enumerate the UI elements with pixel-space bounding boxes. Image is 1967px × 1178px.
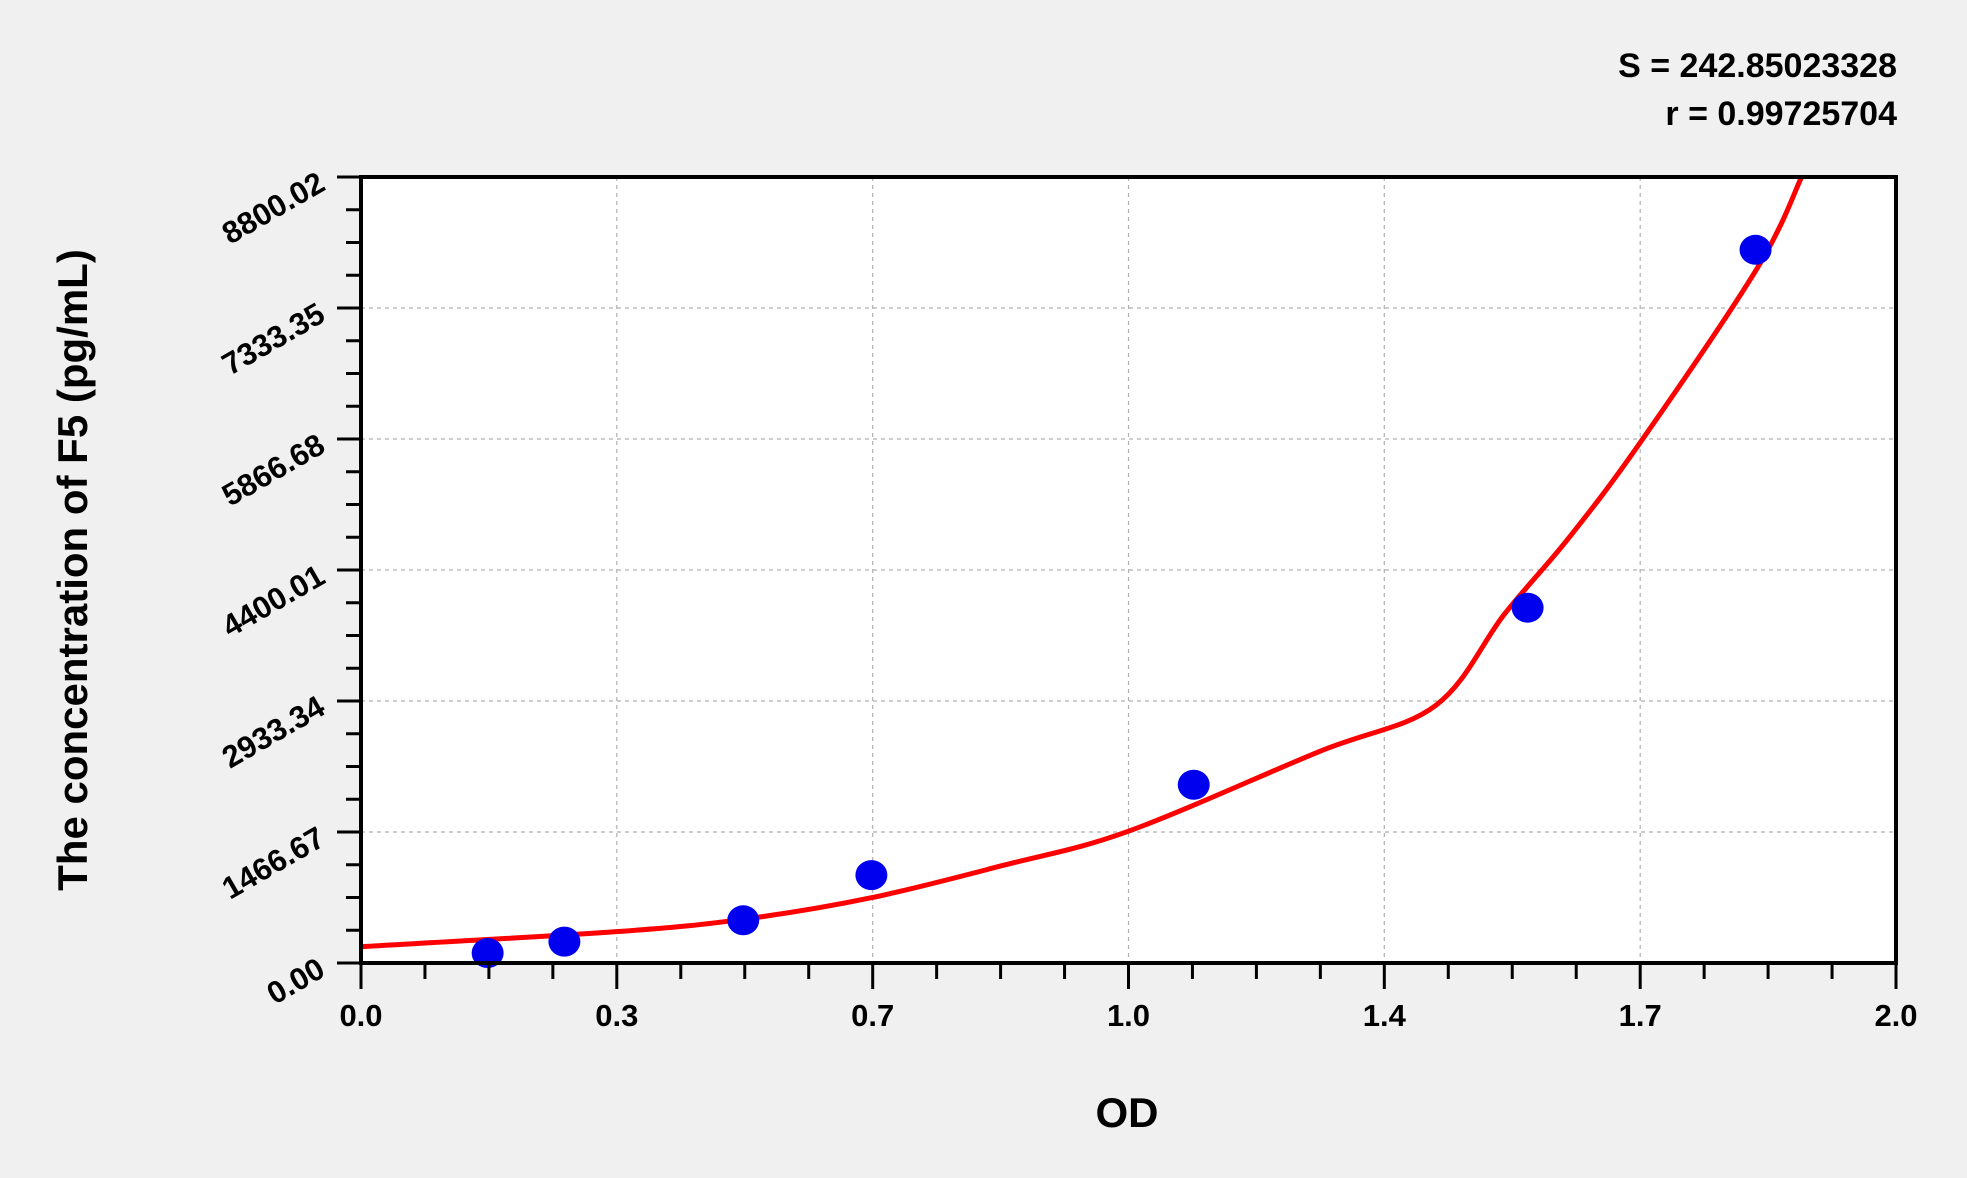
data-point [855,860,888,891]
data-point [471,937,504,968]
x-tick-label: 1.0 [1107,998,1150,1033]
data-point [727,905,760,936]
y-tick-label: 2933.34 [216,688,331,775]
x-axis-title: OD [1096,1089,1159,1136]
data-points [471,234,1772,968]
y-tick-label: 1466.67 [216,820,331,906]
x-tick-label: 2.0 [1874,998,1917,1033]
y-tick-label: 8800.02 [216,165,331,251]
x-tick-label: 1.4 [1363,998,1407,1033]
y-tick-label: 0.00 [261,951,331,1011]
data-point [1177,769,1210,800]
grid [361,177,1896,963]
y-tick-label: 4400.01 [216,558,331,644]
stat-s: S = 242.85023328 [1618,47,1897,85]
x-tick-label: 0.0 [339,998,382,1033]
fit-curve [360,175,1804,950]
x-tick-label: 1.7 [1619,998,1662,1033]
stat-r: r = 0.99725704 [1665,95,1897,133]
data-point [548,926,581,957]
x-tick-label: 0.3 [595,998,638,1033]
y-tick-label: 5866.68 [216,427,331,513]
data-point [1511,592,1544,623]
data-point [1739,234,1772,265]
fit-curve-group [360,175,1804,950]
y-tick-label: 7333.35 [216,296,331,382]
x-tick-label: 0.7 [851,998,894,1033]
y-axis-title: The concentration of F5 (pg/mL) [49,249,96,891]
